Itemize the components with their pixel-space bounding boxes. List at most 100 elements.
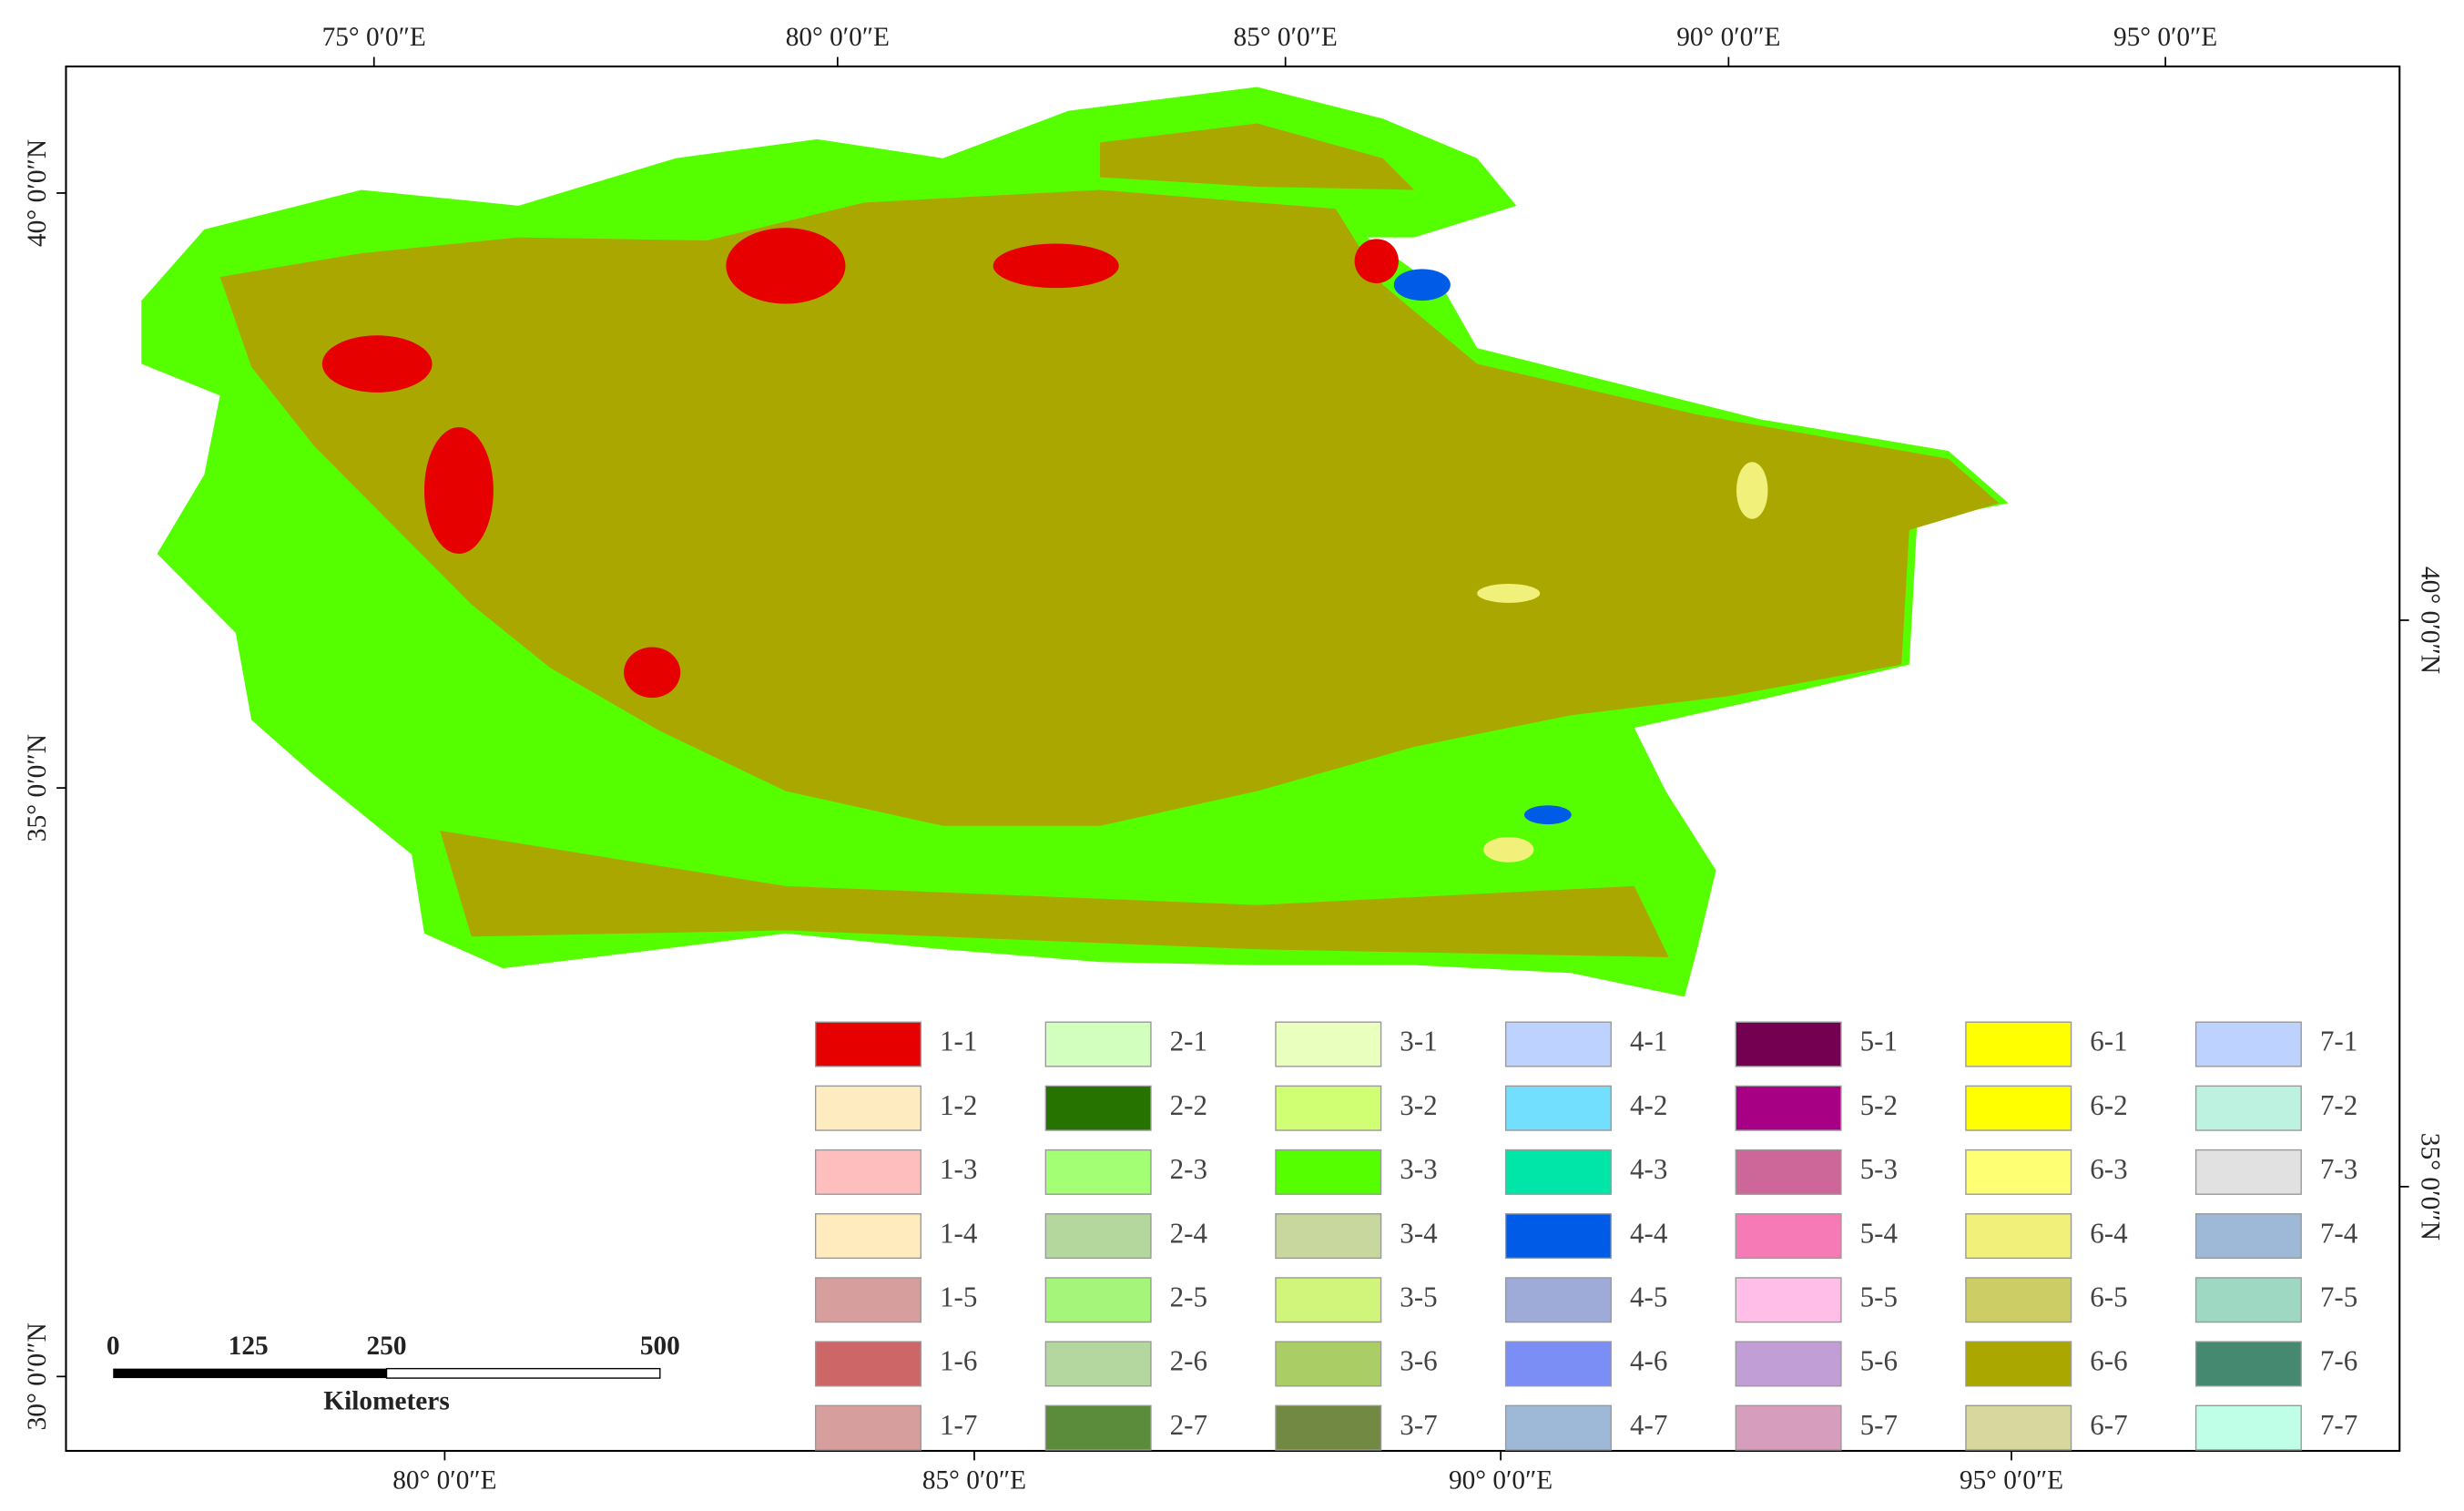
legend-swatch (1735, 1341, 1842, 1387)
legend-swatch (814, 1341, 921, 1387)
legend-label: 2-6 (1170, 1345, 1207, 1377)
patch (1483, 836, 1534, 863)
patch (1736, 462, 1768, 519)
lake (1393, 269, 1451, 301)
legend-label: 3-6 (1400, 1345, 1437, 1377)
legend-swatch (1965, 1277, 2072, 1323)
patch (423, 427, 494, 555)
legend-swatch (2194, 1021, 2302, 1067)
legend-label: 5-3 (1860, 1153, 1898, 1185)
legend-label: 3-1 (1400, 1026, 1437, 1057)
legend-label: 2-1 (1170, 1026, 1207, 1057)
legend-label: 1-6 (940, 1345, 977, 1377)
legend-swatch (1965, 1149, 2072, 1195)
legend-label: 6-5 (2090, 1281, 2127, 1312)
scale-segment (113, 1368, 387, 1379)
legend-swatch (1965, 1021, 2072, 1067)
legend-swatch (1504, 1213, 1612, 1260)
region-olive (1100, 123, 1415, 190)
legend-label: 5-4 (1860, 1217, 1899, 1249)
red-patches (321, 228, 1399, 699)
legend-label: 1-3 (940, 1153, 977, 1185)
legend-label: 6-6 (2090, 1345, 2127, 1377)
legend-swatch (1504, 1085, 1612, 1131)
legend-label: 4-2 (1630, 1089, 1667, 1121)
legend-swatch (1275, 1021, 1382, 1067)
legend-swatch (2194, 1149, 2302, 1195)
legend-label: 5-6 (1860, 1345, 1898, 1377)
region-olive (440, 831, 1669, 957)
legend-label: 4-7 (1630, 1409, 1667, 1441)
map-frame (65, 65, 2401, 1453)
legend-label: 4-1 (1630, 1026, 1667, 1057)
legend-swatch (1275, 1149, 1382, 1195)
legend-swatch (1735, 1277, 1842, 1323)
legend-swatch (1965, 1085, 2072, 1131)
legend-swatch (814, 1277, 921, 1323)
legend-label: 2-5 (1170, 1281, 1207, 1312)
legend-swatch (1504, 1149, 1612, 1195)
other-patches (1393, 269, 1768, 863)
legend-swatch (1044, 1085, 1152, 1131)
legend-label: 4-3 (1630, 1153, 1667, 1185)
legend-label: 3-5 (1400, 1281, 1437, 1312)
legend-label: 2-2 (1170, 1089, 1207, 1121)
graticule-label: 85° 0′0″E (922, 1465, 1026, 1495)
legend-swatch (1735, 1213, 1842, 1260)
legend-swatch (1275, 1277, 1382, 1323)
legend-label: 3-4 (1400, 1217, 1438, 1249)
legend-swatch (1965, 1341, 2072, 1387)
legend-swatch (2194, 1341, 2302, 1387)
legend-label: 6-7 (2090, 1409, 2127, 1441)
legend-swatch (2194, 1277, 2302, 1323)
legend-label: 7-7 (2320, 1409, 2357, 1441)
legend-label: 5-5 (1860, 1281, 1898, 1312)
lake (1523, 805, 1572, 825)
legend-swatch (1044, 1149, 1152, 1195)
scale-unit: Kilometers (323, 1387, 449, 1416)
legend-label: 2-3 (1170, 1153, 1207, 1185)
legend-label: 7-2 (2320, 1089, 2357, 1121)
scale-segment (385, 1367, 661, 1379)
graticule-label: 80° 0′0″E (392, 1465, 496, 1495)
scale-bar: Kilometers 0 125 250 500 (107, 1332, 680, 1416)
legend-swatch (814, 1149, 921, 1195)
legend-swatch (1735, 1021, 1842, 1067)
graticule-label: 95° 0′0″E (2113, 23, 2217, 52)
legend-swatch (1735, 1085, 1842, 1131)
legend-label: 2-4 (1170, 1217, 1208, 1249)
legend-label: 5-7 (1860, 1409, 1898, 1441)
patch (1354, 239, 1399, 283)
patch (993, 243, 1119, 289)
legend-swatch (1504, 1341, 1612, 1387)
legend-swatch (1965, 1404, 2072, 1451)
legend-label: 4-4 (1630, 1217, 1668, 1249)
legend-swatch (1275, 1404, 1382, 1451)
legend-swatch (1504, 1021, 1612, 1067)
scale-label: 500 (640, 1332, 680, 1361)
legend-swatch (1275, 1341, 1382, 1387)
patch (726, 228, 846, 304)
scale-label: 0 (107, 1332, 120, 1361)
legend-swatch (2194, 1085, 2302, 1131)
legend-swatch (1504, 1277, 1612, 1323)
legend-swatch (1735, 1404, 1842, 1451)
legend-swatch (1965, 1213, 2072, 1260)
graticule-label: 95° 0′0″E (1960, 1465, 2063, 1495)
legend-swatch (814, 1021, 921, 1067)
legend-label: 1-1 (940, 1026, 977, 1057)
graticule-label: 35° 0′0″N (23, 734, 52, 842)
graticule-label: 75° 0′0″E (322, 23, 426, 52)
scale-label: 250 (367, 1332, 407, 1361)
legend-swatch (1275, 1213, 1382, 1260)
graticule-label: 85° 0′0″E (1234, 23, 1338, 52)
patch (624, 647, 681, 699)
legend-label: 6-1 (2090, 1026, 2127, 1057)
legend-label: 4-6 (1630, 1345, 1667, 1377)
legend-swatch (1044, 1277, 1152, 1323)
patch (1477, 584, 1541, 603)
graticule-label: 80° 0′0″E (786, 23, 890, 52)
legend-swatch (1044, 1213, 1152, 1260)
legend-label: 4-5 (1630, 1281, 1667, 1312)
